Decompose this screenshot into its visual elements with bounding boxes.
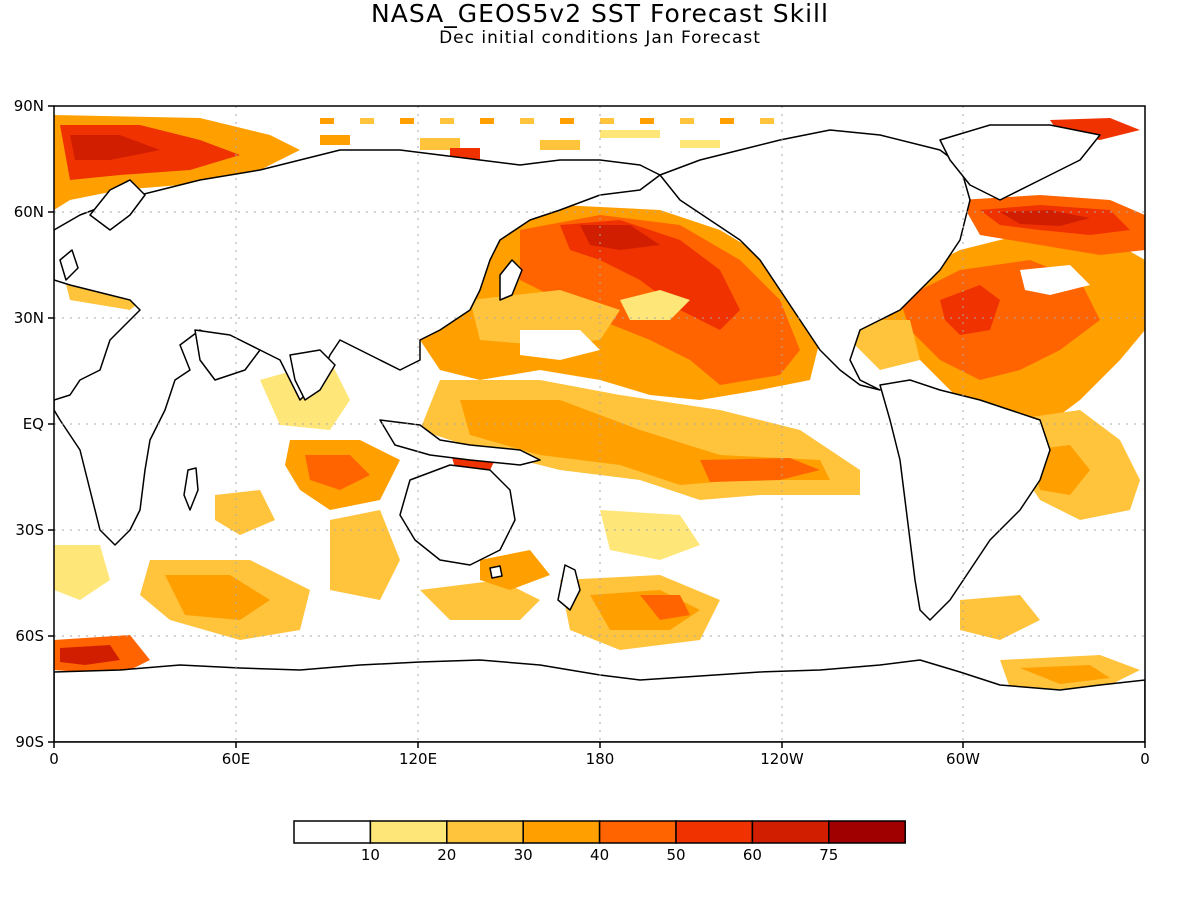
skill-region bbox=[165, 575, 270, 620]
colorbar-swatch bbox=[751, 820, 830, 844]
arctic-patches bbox=[320, 118, 774, 163]
skill-region bbox=[960, 595, 1040, 640]
coastlines bbox=[54, 124, 1145, 742]
skill-region bbox=[600, 510, 700, 560]
colorbar-label: 75 bbox=[819, 846, 839, 864]
skill-region bbox=[60, 645, 120, 665]
colorbar bbox=[293, 820, 906, 844]
colorbar-swatch bbox=[675, 820, 754, 844]
colorbar-label: 30 bbox=[513, 846, 533, 864]
eurasia-africa bbox=[54, 149, 661, 546]
x-tick-label: 0 bbox=[1140, 750, 1150, 768]
x-tick-label: 120W bbox=[760, 750, 804, 768]
antarctica bbox=[54, 659, 1145, 742]
south-america bbox=[879, 379, 1051, 621]
x-tick-label: 180 bbox=[585, 750, 615, 768]
graticule bbox=[54, 106, 1145, 742]
colorbar-swatch bbox=[522, 820, 601, 844]
greenland bbox=[939, 124, 1101, 201]
y-tick-label: 60N bbox=[13, 203, 44, 221]
colorbar-label: 60 bbox=[742, 846, 762, 864]
new-zealand bbox=[557, 564, 581, 611]
india bbox=[289, 349, 336, 401]
colorbar-swatch bbox=[598, 820, 677, 844]
skill-region bbox=[215, 490, 275, 535]
colorbar-swatch bbox=[369, 820, 448, 844]
japan bbox=[499, 259, 523, 301]
skill-region bbox=[480, 550, 550, 590]
skill-region bbox=[54, 545, 110, 600]
y-tick-label: 90N bbox=[13, 97, 44, 115]
skill-region bbox=[855, 320, 920, 370]
skill-region bbox=[640, 595, 690, 620]
skill-region bbox=[420, 580, 540, 620]
y-tick-label: 90S bbox=[15, 733, 44, 751]
skill-region bbox=[305, 455, 370, 490]
x-tick-label: 120E bbox=[398, 750, 438, 768]
y-tick-label: EQ bbox=[22, 415, 44, 433]
skill-region bbox=[520, 330, 600, 360]
map-subtitle: Dec initial conditions Jan Forecast bbox=[439, 28, 761, 48]
skill-region bbox=[470, 290, 620, 345]
x-tick-label: 60W bbox=[946, 750, 980, 768]
skill-region bbox=[70, 135, 160, 160]
x-tick-label: 0 bbox=[49, 750, 59, 768]
skill-region bbox=[620, 290, 690, 320]
tasmania bbox=[489, 565, 503, 579]
australia bbox=[399, 464, 516, 566]
scandinavia bbox=[89, 179, 146, 231]
map-title: NASA_GEOS5v2 SST Forecast Skill bbox=[371, 0, 829, 28]
north-america bbox=[659, 129, 971, 391]
colorbar-swatch bbox=[446, 820, 524, 844]
colorbar-label: 20 bbox=[437, 846, 457, 864]
colorbar-swatch bbox=[828, 820, 906, 844]
skill-shading bbox=[54, 115, 1145, 700]
y-tick-label: 30N bbox=[13, 309, 44, 327]
colorbar-label: 40 bbox=[590, 846, 610, 864]
skill-region bbox=[940, 285, 1000, 335]
skill-region bbox=[1020, 265, 1090, 295]
uk bbox=[59, 249, 79, 281]
x-tick-label: 60E bbox=[221, 750, 251, 768]
madagascar bbox=[183, 467, 199, 511]
colorbar-label: 10 bbox=[360, 846, 380, 864]
skill-region bbox=[1020, 665, 1110, 684]
skill-region bbox=[700, 458, 820, 482]
y-tick-label: 60S bbox=[15, 627, 44, 645]
tick-marks bbox=[48, 105, 1146, 748]
skill-region bbox=[1000, 210, 1090, 226]
colorbar-label: 50 bbox=[666, 846, 686, 864]
skill-region bbox=[330, 510, 400, 600]
colorbar-swatch bbox=[293, 820, 372, 844]
arabia bbox=[194, 329, 261, 381]
y-tick-label: 30S bbox=[15, 521, 44, 539]
